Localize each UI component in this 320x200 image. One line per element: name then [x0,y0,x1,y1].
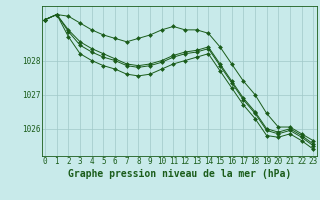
X-axis label: Graphe pression niveau de la mer (hPa): Graphe pression niveau de la mer (hPa) [68,169,291,179]
